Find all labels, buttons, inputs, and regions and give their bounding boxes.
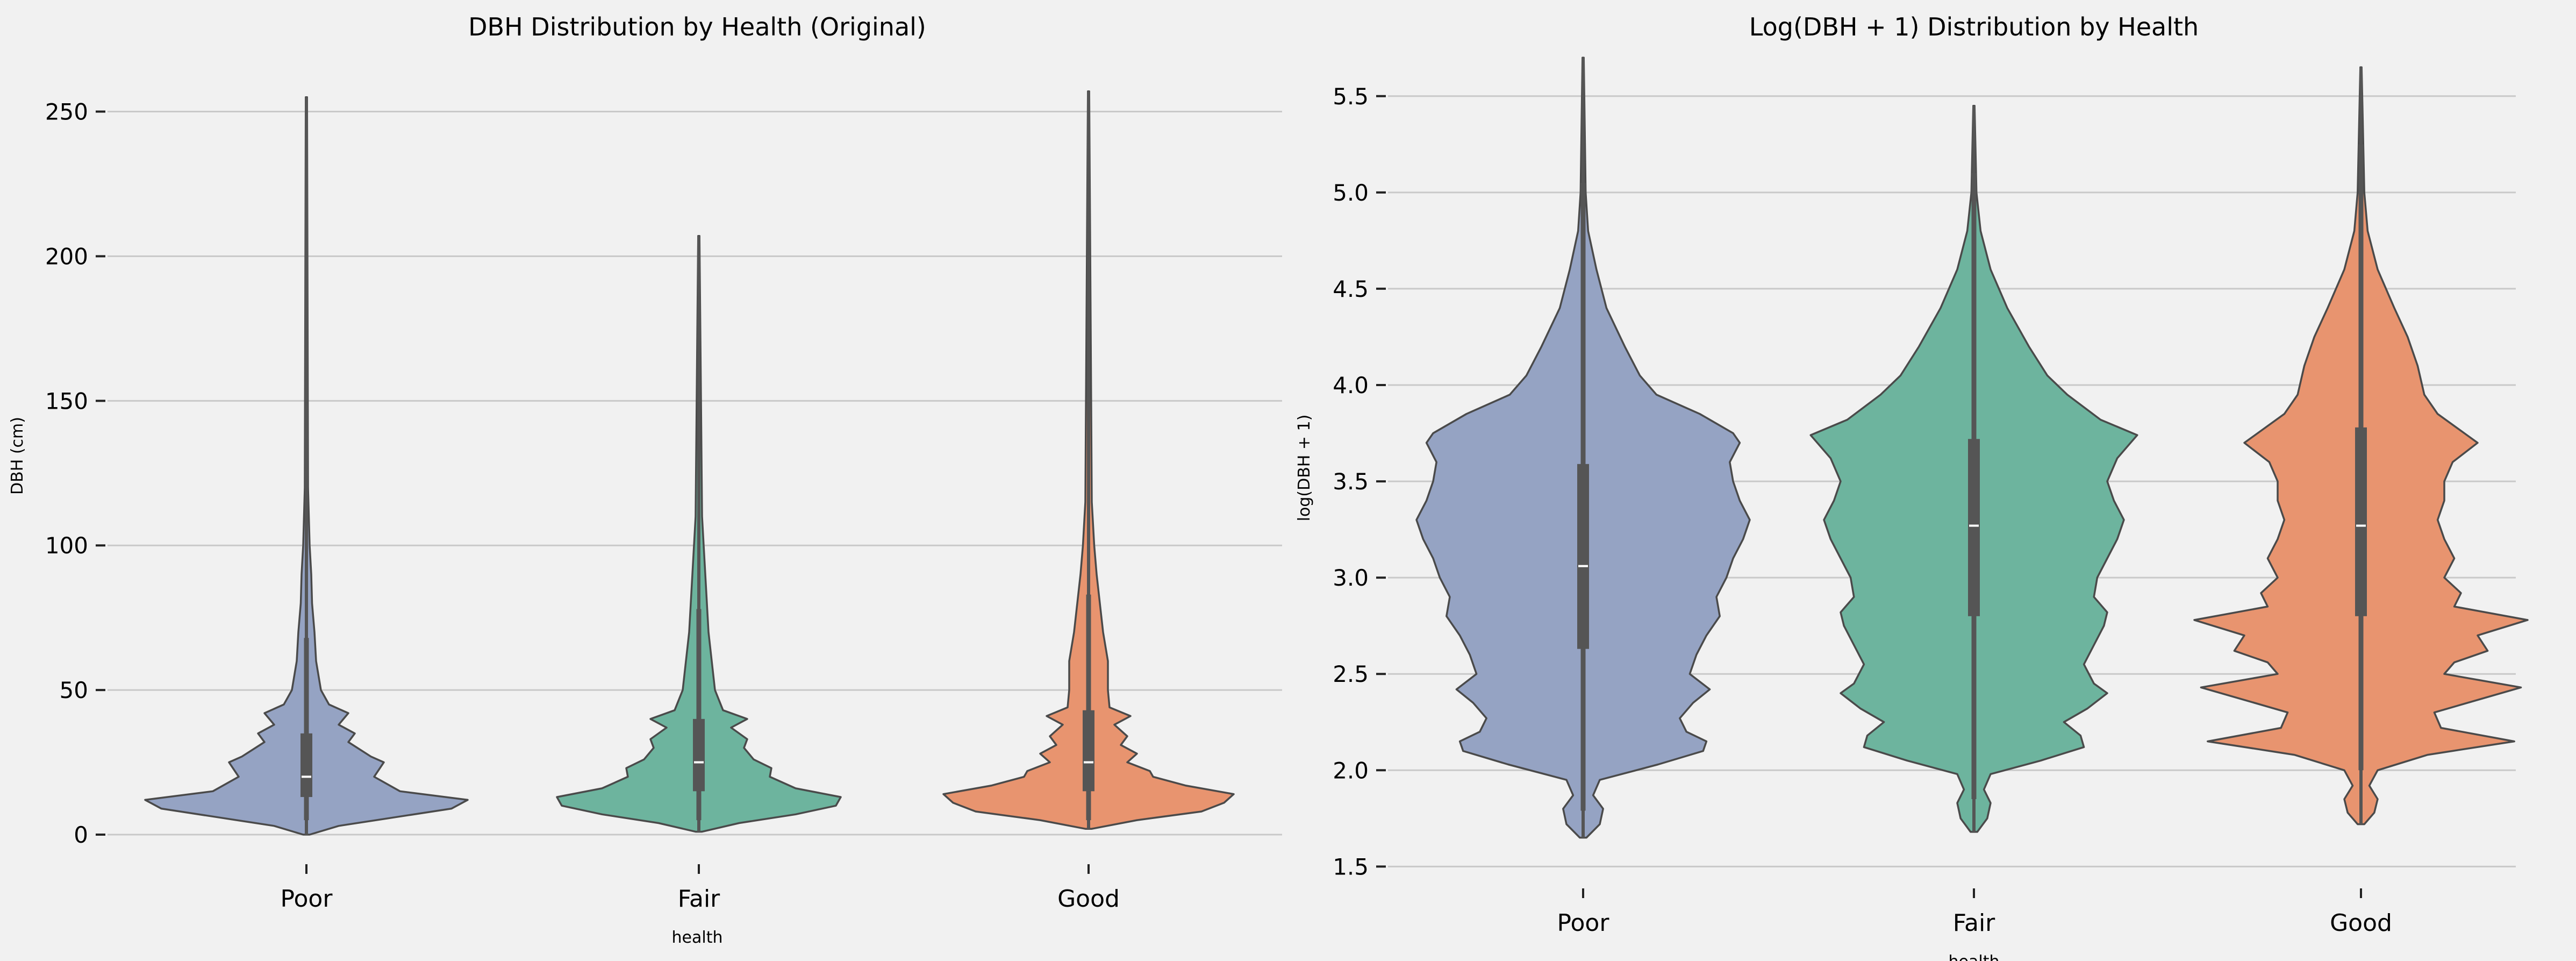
x-tick-label: Poor [281, 885, 333, 913]
x-tick-label: Poor [1557, 909, 1610, 937]
violin-iqr-box [1577, 464, 1589, 649]
x-tick-label: Good [2330, 909, 2392, 937]
y-tick-label: 250 [45, 99, 88, 125]
dbh-original-panel: 0 50 100 150 200 250 Poor Fair Good DBH Distribut… [8, 12, 1282, 947]
y-axis-label: DBH (cm) [8, 417, 27, 495]
chart-title: Log(DBH + 1) Distribution by Health [1749, 12, 2199, 41]
x-tick-label: Fair [1953, 909, 1995, 937]
y-tick-label: 50 [60, 677, 88, 703]
y-tick-label: 200 [45, 243, 88, 269]
violin-iqr-box [300, 733, 312, 798]
y-tick-label: 100 [45, 532, 88, 559]
violin-iqr-box [2355, 427, 2367, 616]
violin-iqr-box [1083, 710, 1094, 792]
x-axis-label: health [672, 928, 723, 947]
y-tick-label: 1.5 [1333, 853, 1369, 880]
y-tick-label: 150 [45, 388, 88, 414]
y-tick-label: 0 [74, 822, 88, 848]
x-tick-label: Fair [678, 885, 720, 913]
y-tick-label: 5.0 [1333, 180, 1369, 206]
y-tick-label: 2.5 [1333, 661, 1369, 687]
x-tick-label: Good [1057, 885, 1120, 913]
y-axis-label: log(DBH + 1) [1295, 415, 1314, 522]
y-tick-label: 3.0 [1333, 565, 1369, 591]
violin-iqr-box [693, 718, 705, 792]
x-axis-label: health [1949, 952, 2000, 961]
chart-title: DBH Distribution by Health (Original) [468, 12, 926, 41]
y-tick-label: 4.5 [1333, 276, 1369, 302]
violin-iqr-box [1968, 439, 1980, 616]
log-dbh-panel: 1.5 2.0 2.5 3.0 3.5 4.0 4.5 5.0 5.5 Poor Fair Good L… [1295, 12, 2529, 961]
y-tick-label: 5.5 [1333, 83, 1369, 110]
y-tick-label: 4.0 [1333, 372, 1369, 398]
y-tick-label: 2.0 [1333, 757, 1369, 784]
y-tick-label: 3.5 [1333, 468, 1369, 495]
